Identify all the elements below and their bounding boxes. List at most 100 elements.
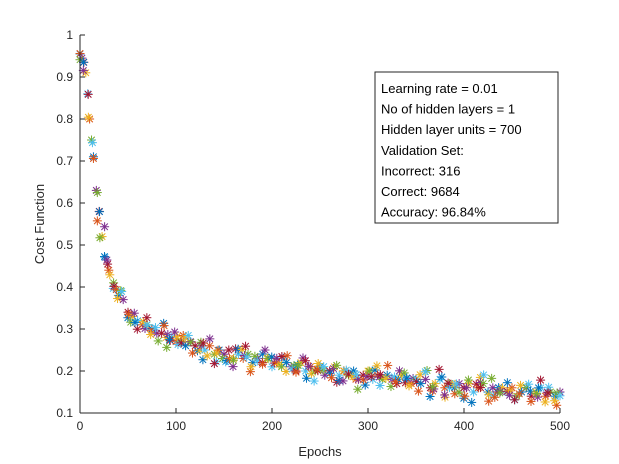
data-point (224, 345, 234, 355)
data-point (186, 337, 196, 347)
y-tick-label: 0.9 (56, 70, 73, 84)
data-point (300, 356, 310, 366)
data-point (83, 89, 93, 99)
y-tick-label: 0.8 (56, 112, 73, 126)
legend-line-incorrect: Incorrect: 316 (381, 163, 461, 178)
data-point (460, 391, 470, 401)
axes: 0 100 200 300 400 500 0.1 0.2 0.3 0.4 0.5 0.6 0.7 0.8… (56, 28, 570, 433)
y-tick-label: 1 (66, 28, 73, 42)
legend-box (374, 71, 559, 224)
data-point (102, 255, 112, 265)
data-point (87, 135, 97, 145)
data-point (202, 351, 212, 361)
x-tick-label: 0 (77, 419, 84, 433)
data-point (434, 364, 444, 374)
data-point (183, 330, 193, 340)
data-point (113, 294, 123, 304)
data-point (83, 112, 93, 122)
data-point (344, 369, 354, 379)
data-point (293, 360, 303, 370)
data-point (246, 362, 256, 372)
data-point (381, 373, 391, 383)
data-point (250, 351, 260, 361)
data-point (205, 334, 215, 344)
data-point (291, 367, 301, 377)
x-tick-label: 300 (358, 419, 378, 433)
legend-line-correct: Correct: 9684 (381, 184, 460, 199)
data-point (372, 361, 382, 371)
y-tick-label: 0.5 (56, 238, 73, 252)
data-point (375, 370, 385, 380)
data-point (319, 362, 329, 372)
data-point (428, 382, 438, 392)
data-point (415, 370, 425, 380)
data-point (327, 373, 337, 383)
data-point (534, 383, 544, 393)
data-point (79, 57, 89, 67)
data-point (338, 376, 348, 386)
data-point (366, 372, 376, 382)
data-point (437, 372, 447, 382)
data-point (463, 375, 473, 385)
data-point (258, 359, 268, 369)
data-point (543, 388, 553, 398)
data-point (479, 370, 489, 380)
data-point (209, 359, 219, 369)
data-point (170, 327, 180, 337)
data-point (304, 361, 314, 371)
x-tick-label: 100 (166, 419, 186, 433)
data-point (130, 317, 140, 327)
legend-line-validation-set: Validation Set: (381, 143, 464, 158)
x-axis-label: Epochs (298, 444, 342, 459)
data-point (87, 138, 97, 148)
data-point (524, 379, 534, 389)
data-point (92, 216, 102, 226)
scatter-marks (75, 49, 565, 410)
data-point (187, 348, 197, 358)
data-point (461, 383, 471, 393)
y-tick-label: 0.7 (56, 154, 73, 168)
data-point (153, 336, 163, 346)
data-point (484, 396, 494, 406)
data-point (260, 345, 270, 355)
data-point (146, 330, 156, 340)
data-point (212, 348, 222, 358)
data-point (313, 358, 323, 368)
data-point (413, 386, 423, 396)
data-point (421, 374, 431, 384)
data-point (404, 381, 414, 391)
data-point (391, 377, 401, 387)
y-axis-label: Cost Function (32, 184, 47, 264)
data-point (467, 397, 477, 407)
data-point (159, 321, 169, 331)
data-point (95, 207, 105, 217)
legend-line-learning-rate: Learning rate = 0.01 (381, 81, 498, 96)
y-tick-label: 0.2 (56, 364, 73, 378)
x-tick-label: 200 (262, 419, 282, 433)
legend: Learning rate = 0.01 No of hidden layers… (374, 71, 559, 224)
data-point (309, 376, 319, 386)
legend-line-hidden-units: Hidden layer units = 700 (381, 122, 522, 137)
data-point (95, 233, 105, 243)
data-point (451, 379, 461, 389)
data-point (104, 265, 114, 275)
data-point (142, 313, 152, 323)
data-point (555, 391, 565, 401)
data-point (544, 382, 554, 392)
data-point (514, 389, 524, 399)
data-point (92, 188, 102, 198)
data-point (172, 332, 182, 342)
y-tick-label: 0.3 (56, 322, 73, 336)
data-point (162, 342, 172, 352)
data-point (242, 352, 252, 362)
data-point (281, 358, 291, 368)
data-point (245, 367, 255, 377)
x-tick-label: 500 (550, 419, 570, 433)
data-point (526, 396, 536, 406)
data-point (353, 384, 363, 394)
data-point (487, 373, 497, 383)
data-point (540, 397, 550, 407)
data-point (495, 388, 505, 398)
data-point (443, 378, 453, 388)
